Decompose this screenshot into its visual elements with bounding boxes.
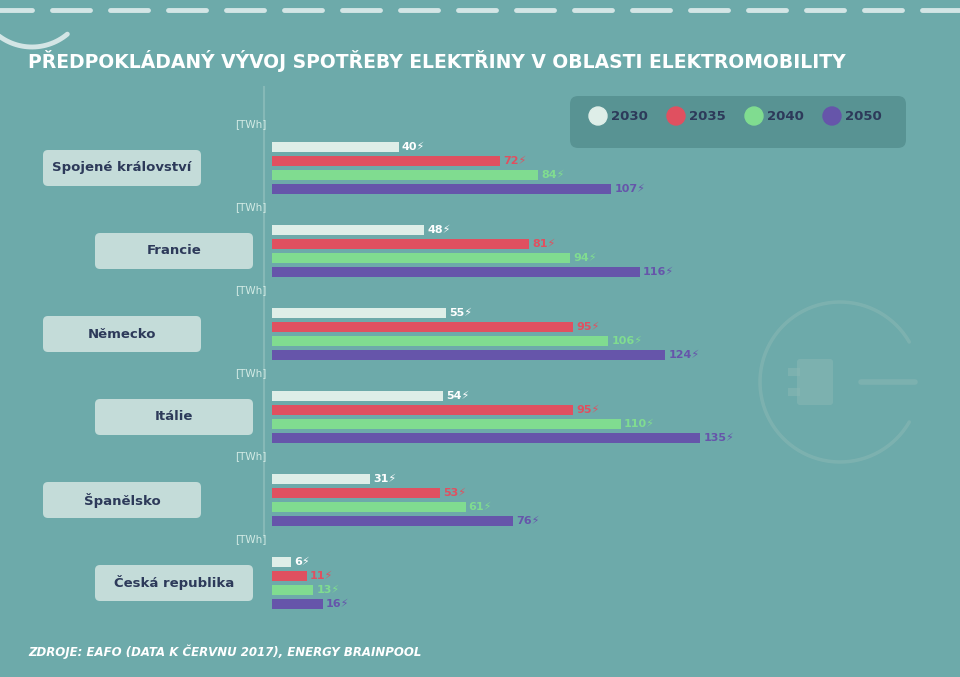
Bar [272,322,573,332]
Bar [272,142,399,152]
Text: 40⚡: 40⚡ [402,142,425,152]
Text: [TWh]: [TWh] [234,451,266,461]
Text: 95⚡: 95⚡ [576,405,600,415]
Bar [272,170,539,180]
Text: 72⚡: 72⚡ [503,156,527,166]
Text: [TWh]: [TWh] [234,368,266,378]
Bar [272,350,665,360]
Text: Španělsko: Španělsko [84,492,160,508]
Text: 54⚡: 54⚡ [446,391,469,401]
Bar [272,433,700,443]
Bar [272,308,446,318]
Bar [788,368,800,376]
Text: 81⚡: 81⚡ [532,239,555,249]
Text: 6⚡: 6⚡ [294,557,310,567]
FancyBboxPatch shape [570,96,906,148]
Bar [272,253,570,263]
Bar [272,156,500,166]
Text: 31⚡: 31⚡ [373,474,396,484]
Bar [272,405,573,415]
Text: 2035: 2035 [689,110,726,123]
Text: 124⚡: 124⚡ [668,350,700,360]
Text: [TWh]: [TWh] [234,202,266,212]
FancyBboxPatch shape [95,399,253,435]
Bar [272,391,444,401]
Text: 16⚡: 16⚡ [325,599,349,609]
Bar [272,571,307,581]
FancyBboxPatch shape [95,565,253,601]
Text: [TWh]: [TWh] [234,119,266,129]
Bar [272,585,313,595]
Text: 110⚡: 110⚡ [624,419,655,429]
Text: 61⚡: 61⚡ [468,502,492,512]
Bar [272,419,621,429]
FancyBboxPatch shape [43,150,201,186]
Circle shape [589,107,607,125]
Text: 95⚡: 95⚡ [576,322,600,332]
Text: 48⚡: 48⚡ [427,225,450,235]
Text: Německo: Německo [87,328,156,341]
Text: 94⚡: 94⚡ [573,253,597,263]
Text: Francie: Francie [147,244,202,257]
Text: Spojené království: Spojené království [52,162,192,175]
Text: 53⚡: 53⚡ [444,488,467,498]
FancyBboxPatch shape [95,233,253,269]
Text: Itálie: Itálie [155,410,193,424]
Bar [272,336,609,346]
Text: 135⚡: 135⚡ [704,433,734,443]
Text: 13⚡: 13⚡ [316,585,340,595]
Text: ZDROJE: EAFO (DATA K ČERVNU 2017), ENERGY BRAINPOOL: ZDROJE: EAFO (DATA K ČERVNU 2017), ENERG… [28,645,421,659]
Text: 55⚡: 55⚡ [449,308,472,318]
Text: 2030: 2030 [611,110,648,123]
Text: 2040: 2040 [767,110,804,123]
Circle shape [823,107,841,125]
Circle shape [745,107,763,125]
FancyBboxPatch shape [797,359,833,405]
Bar [272,225,424,235]
Bar [272,488,440,498]
Text: [TWh]: [TWh] [234,285,266,295]
Text: Česká republika: Česká republika [114,575,234,590]
Text: 11⚡: 11⚡ [310,571,333,581]
Bar [272,267,640,277]
Text: 116⚡: 116⚡ [643,267,674,277]
Text: 84⚡: 84⚡ [541,170,564,180]
Text: [TWh]: [TWh] [234,534,266,544]
Bar [272,184,612,194]
Bar [788,388,800,396]
Text: 106⚡: 106⚡ [612,336,642,346]
Text: 76⚡: 76⚡ [516,516,540,526]
Text: PŘEDPOKLÁDANÝ VÝVOJ SPOTŘEBY ELEKTŘINY V OBLASTI ELEKTROMOBILITY: PŘEDPOKLÁDANÝ VÝVOJ SPOTŘEBY ELEKTŘINY V… [28,50,846,72]
Text: 107⚡: 107⚡ [614,184,645,194]
Bar [272,516,513,526]
Text: 2050: 2050 [845,110,881,123]
Bar [272,557,291,567]
Bar [272,239,529,249]
FancyBboxPatch shape [43,316,201,352]
Bar [272,502,466,512]
Circle shape [667,107,685,125]
Bar [272,599,323,609]
FancyBboxPatch shape [43,482,201,518]
Bar [272,474,371,484]
